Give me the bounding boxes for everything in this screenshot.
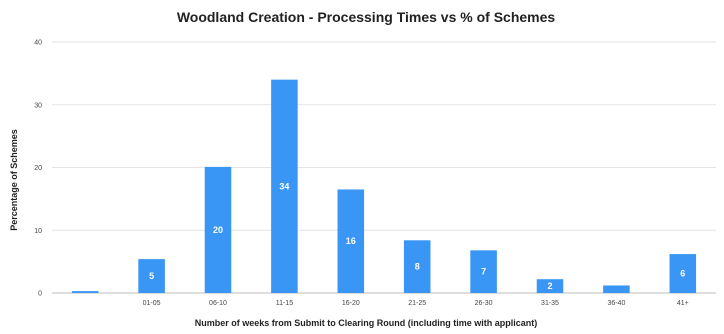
bar-31-35 xyxy=(536,279,564,293)
y-tick-label: 0 xyxy=(38,291,42,298)
y-tick-labels: 0 10 20 30 40 xyxy=(34,40,42,298)
bar-01-05 xyxy=(138,259,165,293)
bar-26-30 xyxy=(470,250,497,293)
bars: 5 20 34 16 8 7 2 6 xyxy=(71,79,697,294)
y-tick-label: 20 xyxy=(34,165,42,172)
bar-data-label: 16 xyxy=(346,236,356,246)
bar-blank xyxy=(71,291,99,293)
x-axis-label: Number of weeks from Submit to Clearing … xyxy=(195,318,538,328)
bar-data-label: 5 xyxy=(149,271,154,281)
x-tick-label: 31-35 xyxy=(541,300,559,307)
bar-data-label: 7 xyxy=(481,267,486,277)
bar-data-label: 8 xyxy=(415,262,420,272)
x-tick-label: 01-05 xyxy=(143,300,161,307)
y-tick-label: 10 xyxy=(34,228,42,235)
bar-data-label: 6 xyxy=(680,269,685,279)
bar-21-25 xyxy=(403,240,431,293)
y-tick-label: 40 xyxy=(34,40,42,47)
bar-data-label: 2 xyxy=(547,281,552,291)
bar-41+ xyxy=(669,254,697,293)
x-tick-labels: 01-05 06-10 11-15 16-20 21-25 26-30 31-35 36-40… xyxy=(143,300,689,307)
bar-11-15 xyxy=(271,79,298,294)
chart-title: Woodland Creation - Processing Times vs … xyxy=(177,9,556,25)
grid-layer xyxy=(52,41,716,294)
y-axis-label: Percentage of Schemes xyxy=(9,129,19,231)
x-tick-label: 11-15 xyxy=(276,300,293,307)
x-tick-label: 36-40 xyxy=(607,300,625,307)
bar-data-label: 34 xyxy=(279,181,289,191)
x-tick-label: 16-20 xyxy=(342,300,360,307)
x-tick-label: 26-30 xyxy=(475,300,493,307)
bar-16-20 xyxy=(337,189,365,293)
bar-data-label: 20 xyxy=(213,225,223,235)
y-tick-label: 30 xyxy=(34,102,42,109)
bar-36-40 xyxy=(603,285,630,293)
x-tick-label: 06-10 xyxy=(209,300,227,307)
bar-06-10 xyxy=(204,166,232,293)
x-tick-label: 21-25 xyxy=(408,300,426,307)
x-tick-label: 41+ xyxy=(677,300,689,307)
